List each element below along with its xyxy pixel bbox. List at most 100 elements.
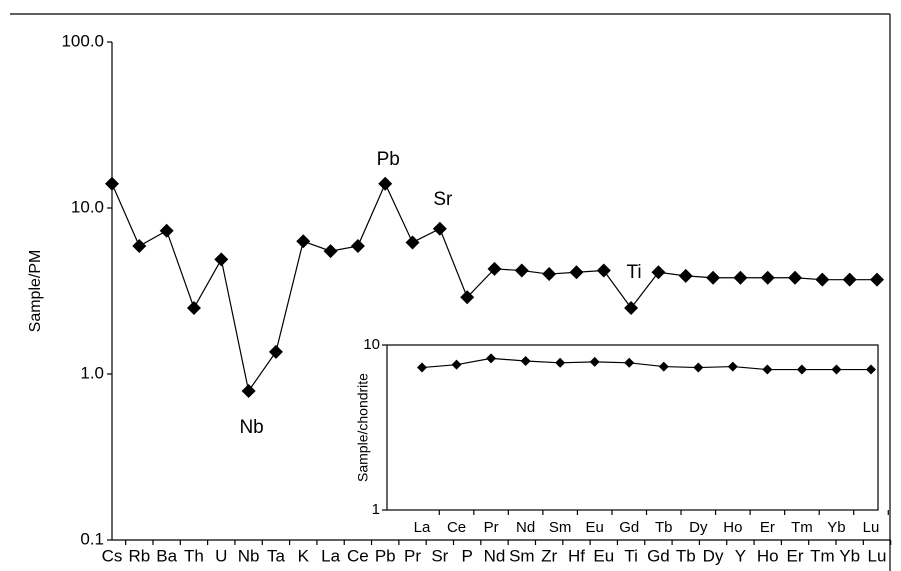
marker: [451, 359, 462, 370]
marker: [842, 272, 857, 287]
x-tick-label: Pr: [404, 546, 421, 565]
x-tick-label: Dy: [689, 519, 708, 536]
x-tick-label: Pb: [375, 546, 396, 565]
marker: [405, 235, 420, 250]
x-tick-label: Sm: [549, 519, 572, 536]
x-tick-label: Ba: [156, 546, 177, 565]
marker: [762, 364, 773, 375]
marker: [624, 357, 635, 368]
y-tick-label: 1: [372, 501, 380, 518]
x-tick-label: Sm: [509, 546, 535, 565]
marker: [105, 176, 119, 191]
x-tick-label: Ce: [347, 546, 369, 565]
marker: [350, 239, 365, 254]
x-tick-label: Zr: [541, 546, 557, 565]
marker: [870, 272, 884, 287]
x-tick-label: Gd: [647, 546, 670, 565]
x-tick-label: K: [298, 546, 310, 565]
x-tick-label: Tb: [655, 519, 673, 536]
marker: [796, 364, 807, 375]
y-axis-label: Sample/chondrite: [355, 373, 371, 482]
x-tick-label: Lu: [868, 546, 887, 565]
marker: [520, 355, 531, 366]
y-tick-label: 10.0: [71, 197, 104, 216]
y-tick-label: 10: [363, 336, 380, 353]
marker: [727, 361, 738, 372]
x-tick-label: Tm: [791, 519, 813, 536]
y-axis-label: Sample/PM: [27, 250, 44, 333]
annotation: Nb: [239, 417, 263, 438]
x-tick-label: Pr: [484, 519, 499, 536]
marker: [788, 270, 803, 285]
marker: [296, 234, 311, 249]
marker: [589, 356, 600, 367]
x-tick-label: Ho: [757, 546, 779, 565]
marker: [487, 261, 502, 276]
marker: [596, 263, 611, 278]
x-tick-label: Nd: [516, 519, 535, 536]
marker: [651, 265, 666, 280]
x-tick-label: Y: [735, 546, 746, 565]
marker: [678, 268, 693, 283]
marker: [241, 383, 256, 398]
annotation: Pb: [377, 149, 400, 170]
x-tick-label: Dy: [703, 546, 724, 565]
y-tick-label: 0.1: [80, 529, 104, 548]
marker: [159, 223, 174, 238]
inset-frame: [386, 344, 879, 511]
x-tick-label: La: [414, 519, 431, 536]
marker: [815, 272, 830, 287]
x-tick-label: Yb: [839, 546, 860, 565]
marker: [624, 300, 639, 315]
x-tick-label: Tb: [676, 546, 696, 565]
y-tick-label: 100.0: [61, 31, 104, 50]
x-tick-label: Ta: [267, 546, 286, 565]
x-tick-label: Ti: [624, 546, 638, 565]
x-tick-label: Tm: [810, 546, 835, 565]
marker: [514, 263, 529, 278]
x-tick-label: Th: [184, 546, 204, 565]
marker: [760, 270, 775, 285]
annotation: Sr: [433, 189, 453, 210]
marker: [693, 362, 704, 373]
x-tick-label: Ce: [447, 519, 466, 536]
x-tick-label: Eu: [586, 519, 604, 536]
marker: [323, 244, 338, 259]
x-tick-label: Gd: [619, 519, 639, 536]
x-tick-label: Sr: [431, 546, 448, 565]
marker: [831, 364, 842, 375]
x-tick-label: U: [215, 546, 227, 565]
x-tick-label: Er: [787, 546, 804, 565]
marker: [460, 290, 475, 305]
marker: [486, 353, 497, 364]
marker: [555, 357, 566, 368]
x-tick-label: Hf: [568, 546, 585, 565]
marker: [706, 270, 721, 285]
x-tick-label: La: [321, 546, 340, 565]
series-line: [421, 357, 871, 371]
marker: [417, 362, 427, 373]
x-tick-label: Er: [760, 519, 775, 536]
x-tick-label: Cs: [102, 546, 123, 565]
x-tick-label: Nb: [238, 546, 260, 565]
marker: [432, 221, 447, 236]
marker: [569, 265, 584, 280]
x-tick-label: Yb: [827, 519, 845, 536]
y-tick-label: 1.0: [80, 363, 104, 382]
marker: [733, 270, 748, 285]
annotation: Ti: [627, 262, 642, 283]
x-tick-label: P: [462, 546, 473, 565]
marker: [268, 344, 283, 359]
x-tick-label: Eu: [593, 546, 614, 565]
marker: [186, 300, 201, 315]
marker: [542, 267, 557, 282]
marker: [214, 252, 229, 267]
marker: [658, 361, 669, 372]
marker: [866, 364, 876, 375]
marker: [378, 176, 393, 191]
x-tick-label: Rb: [128, 546, 150, 565]
marker: [132, 239, 147, 254]
x-tick-label: Lu: [863, 519, 880, 536]
